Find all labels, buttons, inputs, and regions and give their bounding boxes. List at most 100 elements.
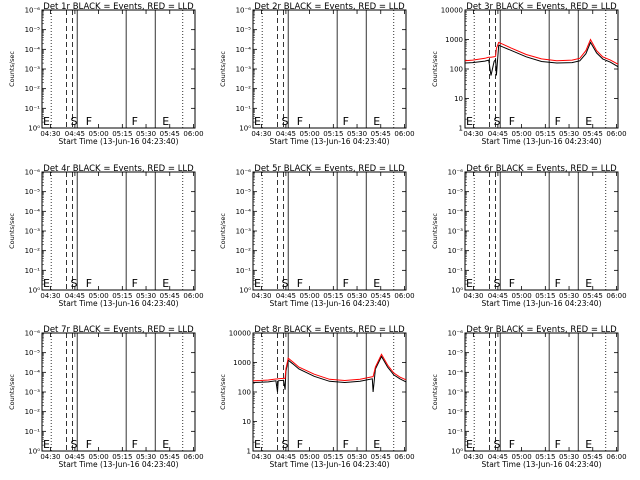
event-marker-label: S xyxy=(493,115,500,128)
x-tick-label: 05:00 xyxy=(89,453,109,461)
event-marker-label: F xyxy=(509,277,515,290)
x-axis-label: Start Time (13-Jun-16 04:23:40) xyxy=(59,460,179,469)
y-tick-label: 10⁻⁴ xyxy=(448,208,464,216)
event-marker-label: F xyxy=(297,115,303,128)
y-tick-label: 10⁰ xyxy=(28,125,40,133)
x-tick-label: 06:00 xyxy=(183,130,203,138)
event-marker-label: F xyxy=(555,277,561,290)
x-tick-label: 04:30 xyxy=(40,453,60,461)
event-marker-label: F xyxy=(555,438,561,451)
event-marker-label: S xyxy=(493,277,500,290)
chart-panel: Det 7r BLACK = Events, RED = LLD 10⁰ 10⁻¹ 1… xyxy=(8,325,204,469)
event-marker-label: S xyxy=(70,115,77,128)
y-tick-label: 10⁻¹ xyxy=(448,267,464,275)
event-marker-label: E xyxy=(466,277,473,290)
chart-title: Det 8r BLACK = Events, RED = LLD xyxy=(254,325,405,335)
event-marker-label: E xyxy=(162,438,169,451)
y-tick-label: 10⁻⁶ xyxy=(25,169,41,177)
x-tick-label: 05:00 xyxy=(512,453,532,461)
y-axis-label: Counts/sec xyxy=(219,213,227,249)
y-tick-label: 10⁰ xyxy=(451,448,463,456)
chart-title: Det 9r BLACK = Events, RED = LLD xyxy=(466,325,617,335)
chart-panel: Det 8r BLACK = Events, RED = LLD 1 10 100 10… xyxy=(219,325,415,469)
event-marker-label: E xyxy=(373,115,380,128)
x-tick-label: 05:30 xyxy=(347,453,367,461)
y-tick-label: 10⁻⁵ xyxy=(448,188,464,196)
x-tick-label: 05:00 xyxy=(300,292,320,300)
x-tick-label: 04:30 xyxy=(463,292,483,300)
chart-title: Det 4r BLACK = Events, RED = LLD xyxy=(43,164,194,174)
y-tick-label: 10⁻¹ xyxy=(236,105,252,113)
y-tick-label: 10⁻³ xyxy=(236,66,252,74)
event-marker-label: S xyxy=(281,277,288,290)
y-tick-label: 10⁻⁵ xyxy=(236,26,252,34)
x-tick-label: 05:45 xyxy=(583,292,603,300)
x-tick-label: 04:30 xyxy=(463,453,483,461)
plot-frame xyxy=(252,332,407,452)
y-tick-label: 10⁻² xyxy=(236,247,252,255)
x-axis-label: Start Time (13-Jun-16 04:23:40) xyxy=(270,460,390,469)
event-marker-label: S xyxy=(493,438,500,451)
x-tick-label: 04:30 xyxy=(251,292,271,300)
x-axis-label: Start Time (13-Jun-16 04:23:40) xyxy=(59,299,179,308)
x-tick-label: 06:00 xyxy=(606,453,626,461)
x-tick-label: 05:45 xyxy=(160,453,180,461)
x-tick-label: 04:45 xyxy=(276,130,296,138)
y-tick-label: 10⁻⁵ xyxy=(25,349,41,357)
event-marker-label: E xyxy=(254,438,261,451)
y-tick-label: 10⁻³ xyxy=(236,228,252,236)
event-marker-label: E xyxy=(585,438,592,451)
chart-title: Det 6r BLACK = Events, RED = LLD xyxy=(466,164,617,174)
x-tick-label: 06:00 xyxy=(394,292,414,300)
x-tick-label: 05:15 xyxy=(535,292,555,300)
y-tick-label: 10⁻³ xyxy=(448,389,464,397)
event-marker-label: F xyxy=(555,115,561,128)
event-marker-label: E xyxy=(373,438,380,451)
chart-title: Det 7r BLACK = Events, RED = LLD xyxy=(43,325,194,335)
y-tick-label: 100 xyxy=(450,66,463,74)
event-marker-label: F xyxy=(86,438,92,451)
x-tick-label: 05:45 xyxy=(583,130,603,138)
x-tick-label: 06:00 xyxy=(394,453,414,461)
y-tick-label: 10⁰ xyxy=(239,287,251,295)
plot-frame xyxy=(464,332,619,452)
plot-frame xyxy=(41,332,196,452)
x-tick-label: 04:30 xyxy=(40,130,60,138)
y-tick-label: 10⁻⁶ xyxy=(448,169,464,177)
y-tick-label: 10⁻² xyxy=(25,85,41,93)
x-tick-label: 05:30 xyxy=(347,292,367,300)
x-tick-label: 05:30 xyxy=(136,292,156,300)
x-tick-label: 06:00 xyxy=(606,292,626,300)
y-tick-label: 10⁰ xyxy=(28,287,40,295)
x-axis-label: Start Time (13-Jun-16 04:23:40) xyxy=(482,460,602,469)
y-axis-label: Counts/sec xyxy=(431,213,439,249)
x-tick-label: 05:00 xyxy=(300,130,320,138)
y-tick-label: 10⁻⁴ xyxy=(25,46,41,54)
x-tick-label: 05:15 xyxy=(112,453,132,461)
y-tick-label: 10⁻¹ xyxy=(25,267,41,275)
event-marker-label: E xyxy=(254,277,261,290)
y-tick-label: 10⁻¹ xyxy=(25,428,41,436)
event-marker-label: E xyxy=(43,115,50,128)
y-tick-label: 10⁻⁴ xyxy=(448,369,464,377)
y-tick-label: 10⁻³ xyxy=(25,66,41,74)
y-tick-label: 10⁻² xyxy=(448,247,464,255)
y-axis-label: Counts/sec xyxy=(8,51,16,87)
plot-frame xyxy=(252,9,407,129)
x-tick-label: 04:45 xyxy=(65,453,85,461)
y-tick-label: 10⁻² xyxy=(25,408,41,416)
y-tick-label: 10⁻³ xyxy=(25,228,41,236)
event-marker-label: E xyxy=(43,277,50,290)
x-tick-label: 05:30 xyxy=(347,130,367,138)
x-tick-label: 04:45 xyxy=(488,292,508,300)
chart-title: Det 1r BLACK = Events, RED = LLD xyxy=(43,2,194,12)
event-marker-label: F xyxy=(297,438,303,451)
y-tick-label: 10⁻¹ xyxy=(236,267,252,275)
y-tick-label: 10000 xyxy=(441,7,463,15)
x-tick-label: 04:30 xyxy=(40,292,60,300)
event-marker-label: S xyxy=(70,438,77,451)
x-tick-label: 04:45 xyxy=(65,130,85,138)
y-tick-label: 10⁻³ xyxy=(448,228,464,236)
event-marker-label: E xyxy=(466,115,473,128)
x-tick-label: 05:00 xyxy=(300,453,320,461)
